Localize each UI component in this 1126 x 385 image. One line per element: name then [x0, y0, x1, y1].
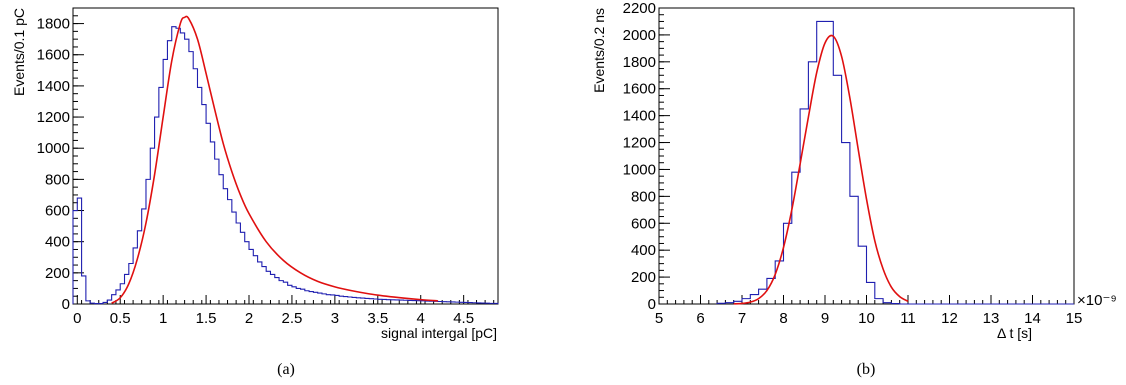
panel-a-y-tick-label: 1400	[37, 78, 70, 95]
panel-b-x-tick-label: 14	[1024, 310, 1041, 327]
panel-b-y-tick-label: 800	[631, 188, 656, 205]
panel-a-x-tick-label: 1.5	[196, 310, 217, 327]
panel-a-x-tick-label: 3	[331, 310, 339, 327]
panel-b-y-tick-label: 1000	[623, 161, 656, 178]
panel-a-x-tick-label: 3.5	[367, 310, 388, 327]
panel-a-caption: (a)	[277, 361, 295, 378]
panel-b-y-tick-label: 1600	[623, 81, 656, 98]
panel-a-y-tick-label: 1000	[37, 140, 70, 157]
panel-b-x-tick-label: 5	[655, 310, 663, 327]
panel-a-y-tick-label: 200	[45, 265, 70, 282]
panel-b-caption: (b)	[857, 361, 876, 378]
panel-b-x-tick-label: 11	[900, 310, 916, 327]
chart-panel-a: 0 0.5 1 1.5 2 2.5 3 3.5 4 4.5 0 200 400 600 800 1000 120…	[11, 7, 499, 378]
panel-a-x-tick-label: 4.5	[453, 310, 474, 327]
panel-b-y-tick-label: 1400	[623, 108, 656, 125]
panel-a-y-tick-label: 1200	[37, 109, 70, 126]
panel-b-y-title: Events/0.2 ns	[591, 8, 607, 93]
panel-a-y-tick-label: 1800	[37, 16, 70, 33]
panel-b-x-tick-label: 12	[941, 310, 958, 327]
panel-b-x-tick-label: 6	[696, 310, 704, 327]
panel-a-fit-curve	[111, 15, 438, 304]
panel-a-x-tick-label: 0	[73, 310, 81, 327]
panel-a-y-tick-label: 400	[45, 234, 70, 251]
panel-a-y-tick-label: 1600	[37, 47, 70, 64]
panel-b-y-tick-label: 2000	[623, 27, 656, 44]
panel-a-x-tick-label: 2.5	[282, 310, 303, 327]
panel-b-x-exponent: ×10⁻⁹	[1077, 292, 1117, 309]
panel-a-series	[72, 15, 499, 305]
panel-a-y-tick-label: 0	[62, 296, 70, 313]
panel-b-x-tick-label: 13	[983, 310, 1000, 327]
panel-a-x-tick-label: 4	[417, 310, 425, 327]
panel-b-x-tick-label: 9	[821, 310, 829, 327]
panel-b-fit-curve	[733, 34, 909, 305]
panel-b-x-title: Δ t [s]	[997, 325, 1032, 341]
panel-a-histogram	[72, 26, 499, 305]
panel-b-x-tick-label: 10	[858, 310, 875, 327]
panel-a-y-tick-label: 800	[45, 171, 70, 188]
panel-a-x-tick-label: 1	[159, 310, 167, 327]
panel-b-y-tick-label: 1800	[623, 54, 656, 71]
panel-b-y-tick-label: 0	[648, 296, 656, 313]
panel-b-y-tick-label: 1200	[623, 135, 656, 152]
panel-b-x-tick-label: 8	[779, 310, 787, 327]
panel-b-x-tick-label: 15	[1066, 310, 1083, 327]
chart-panel-b: 5 6 7 8 9 10 11 12 13 14 15 0 200 400 600 800 1000 1200 14…	[591, 0, 1117, 378]
panel-a-x-tick-label: 2	[245, 310, 253, 327]
panel-a-ticks: 0 0.5 1 1.5 2 2.5 3 3.5 4 4.5 0 200 400 600 800 1000 120…	[37, 7, 495, 327]
panel-a-x-tick-label: 0.5	[110, 310, 131, 327]
panel-b-x-tick-label: 7	[738, 310, 746, 327]
panel-a-x-title: signal intergal [pC]	[381, 325, 497, 341]
panel-a-y-title: Events/0.1 pC	[11, 8, 27, 96]
panel-b-y-tick-label: 400	[631, 242, 656, 259]
panel-b-y-tick-label: 2200	[623, 0, 656, 17]
panel-b-y-tick-label: 600	[631, 215, 656, 232]
panel-b-ticks: 5 6 7 8 9 10 11 12 13 14 15 0 200 400 600 800 1000 1200 14…	[623, 0, 1083, 327]
panel-b-y-tick-label: 200	[631, 269, 656, 286]
panel-b-histogram	[716, 20, 1074, 305]
panel-a-y-tick-label: 600	[45, 203, 70, 220]
panel-b-series	[716, 20, 1074, 305]
